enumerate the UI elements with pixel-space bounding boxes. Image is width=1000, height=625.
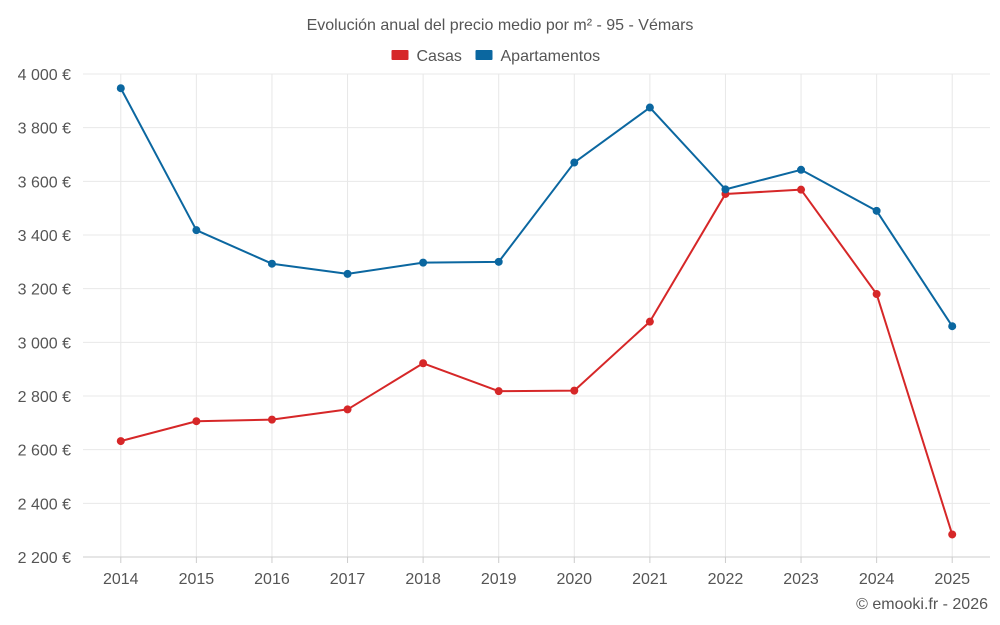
series-group (116, 84, 957, 539)
y-tick-label: 3 200 € (18, 282, 71, 299)
data-point-casas[interactable] (419, 359, 428, 368)
y-tick-label: 4 000 € (18, 67, 71, 84)
data-point-casas[interactable] (570, 386, 579, 395)
data-point-apartamentos[interactable] (721, 185, 730, 194)
data-point-apartamentos[interactable] (645, 103, 654, 112)
y-tick-label: 2 600 € (18, 443, 71, 460)
data-point-casas[interactable] (192, 417, 201, 426)
data-point-casas[interactable] (116, 437, 125, 446)
x-tick-label: 2023 (783, 571, 819, 588)
legend-label[interactable]: Casas (417, 48, 462, 65)
legend-swatch (391, 50, 409, 60)
x-tick-label: 2015 (179, 571, 215, 588)
data-point-casas[interactable] (948, 530, 957, 539)
data-point-casas[interactable] (645, 317, 654, 326)
data-point-apartamentos[interactable] (192, 226, 201, 235)
x-tick-label: 2024 (859, 571, 895, 588)
data-point-apartamentos[interactable] (872, 206, 881, 215)
data-point-casas[interactable] (797, 185, 806, 194)
y-tick-label: 3 400 € (18, 228, 71, 245)
x-tick-label: 2018 (405, 571, 441, 588)
y-tick-label: 2 200 € (18, 550, 71, 567)
x-tick-label: 2020 (556, 571, 592, 588)
x-tick-label: 2017 (330, 571, 366, 588)
credit-text: © emooki.fr - 2026 (856, 596, 988, 613)
x-tick-label: 2021 (632, 571, 668, 588)
chart-title: Evolución anual del precio medio por m² … (307, 17, 694, 34)
data-point-casas[interactable] (872, 290, 881, 299)
x-tick-label: 2016 (254, 571, 290, 588)
data-point-apartamentos[interactable] (116, 84, 125, 93)
y-tick-label: 3 800 € (18, 121, 71, 138)
data-point-apartamentos[interactable] (419, 258, 428, 267)
x-axis: 2014 2015 2016 2017 2018 2019 2020 2021 2022 2023… (83, 556, 990, 588)
data-point-casas[interactable] (343, 405, 352, 414)
grid (83, 73, 990, 558)
data-point-apartamentos[interactable] (267, 259, 276, 268)
y-tick-label: 2 800 € (18, 389, 71, 406)
x-tick-label: 2019 (481, 571, 517, 588)
series-line-casas (120, 188, 954, 535)
x-tick-label: 2014 (103, 571, 139, 588)
legend-label[interactable]: Apartamentos (501, 48, 601, 65)
data-point-casas[interactable] (494, 387, 503, 396)
x-tick-label: 2025 (934, 571, 970, 588)
y-tick-label: 2 400 € (18, 496, 71, 513)
data-point-casas[interactable] (267, 415, 276, 424)
legend: Casas Apartamentos (391, 48, 601, 65)
legend-swatch (475, 50, 493, 60)
x-tick-label: 2022 (708, 571, 744, 588)
y-tick-label: 3 600 € (18, 174, 71, 191)
data-point-apartamentos[interactable] (797, 165, 806, 174)
data-point-apartamentos[interactable] (343, 269, 352, 278)
data-point-apartamentos[interactable] (948, 322, 957, 331)
data-point-apartamentos[interactable] (570, 158, 579, 167)
y-tick-label: 3 000 € (18, 335, 71, 352)
y-axis: 2 200 € 2 400 € 2 600 € 2 800 € 3 000 € 3 200… (18, 67, 71, 567)
data-point-apartamentos[interactable] (494, 257, 503, 266)
series-line-apartamentos (119, 87, 954, 327)
